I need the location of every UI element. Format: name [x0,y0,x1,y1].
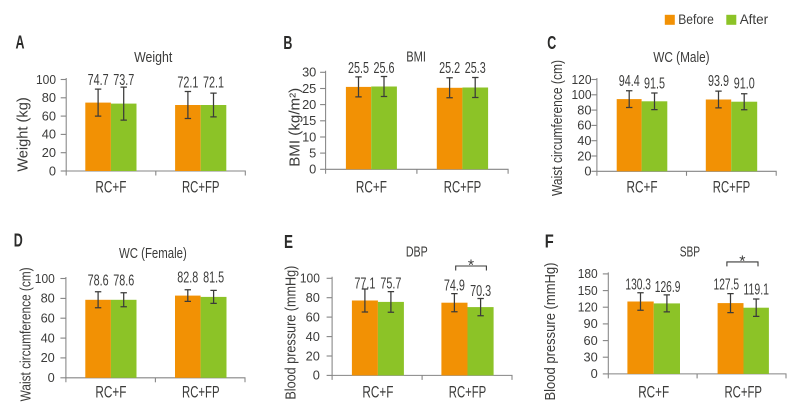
svg-text:25: 25 [302,81,316,96]
svg-text:20: 20 [42,145,56,160]
svg-text:120: 120 [578,300,598,315]
svg-text:20: 20 [306,348,320,363]
svg-text:0: 0 [48,370,55,385]
svg-text:0: 0 [49,163,56,178]
svg-text:40: 40 [41,330,55,345]
svg-text:WC (Male): WC (Male) [653,50,709,66]
svg-text:40: 40 [306,329,320,344]
svg-text:RC+FP: RC+FP [182,179,220,197]
svg-text:BMI (kg/m²): BMI (kg/m²) [288,88,304,167]
svg-text:74.7: 74.7 [88,72,109,89]
svg-text:Blood pressure (mmHg): Blood pressure (mmHg) [284,266,300,400]
svg-text:5: 5 [309,145,316,160]
svg-text:180: 180 [578,266,598,281]
svg-text:0: 0 [313,368,320,383]
svg-text:*: * [468,258,474,275]
svg-text:BMI: BMI [406,49,426,65]
svg-text:RC+FP: RC+FP [182,383,220,401]
svg-text:74.9: 74.9 [444,278,465,295]
svg-text:25.6: 25.6 [374,60,395,77]
svg-text:73.7: 73.7 [113,72,134,89]
svg-text:20: 20 [41,350,55,365]
svg-text:WC (Female): WC (Female) [119,246,187,262]
svg-text:Before: Before [678,11,714,27]
svg-text:60: 60 [42,108,56,123]
svg-text:RC+FP: RC+FP [444,179,482,197]
svg-text:77.1: 77.1 [354,275,375,292]
svg-text:120: 120 [572,72,592,87]
svg-text:RC+F: RC+F [95,383,126,401]
svg-text:100: 100 [35,271,55,286]
svg-text:Blood pressure (mmHg): Blood pressure (mmHg) [543,263,559,401]
svg-text:80: 80 [577,102,591,117]
svg-text:60: 60 [41,311,55,326]
svg-text:25.5: 25.5 [348,60,369,77]
svg-text:Weight: Weight [134,50,172,66]
svg-text:*: * [739,253,745,270]
svg-text:RC+F: RC+F [638,383,669,401]
svg-text:B: B [283,32,292,53]
svg-text:91.0: 91.0 [734,75,755,92]
svg-text:Waist circumference (cm): Waist circumference (cm) [550,60,566,196]
svg-text:20: 20 [302,97,316,112]
svg-text:100: 100 [300,271,320,286]
svg-text:A: A [16,31,25,52]
svg-text:C: C [547,32,556,53]
svg-text:60: 60 [306,309,320,324]
svg-text:F: F [545,231,554,252]
svg-text:RC+FP: RC+FP [449,383,487,401]
svg-text:20: 20 [577,148,591,163]
svg-text:SBP: SBP [680,245,700,261]
svg-text:25.2: 25.2 [439,60,460,77]
svg-text:10: 10 [302,129,316,144]
svg-text:82.8: 82.8 [177,269,198,286]
svg-text:130.3: 130.3 [625,277,651,294]
svg-text:80: 80 [42,90,56,105]
svg-text:60: 60 [583,333,597,348]
svg-text:126.9: 126.9 [655,279,681,296]
svg-text:150: 150 [578,283,598,298]
svg-text:78.6: 78.6 [113,273,134,290]
svg-text:75.7: 75.7 [380,275,401,292]
svg-text:0: 0 [584,164,591,179]
svg-text:RC+F: RC+F [362,383,393,401]
svg-text:RC+F: RC+F [627,179,658,197]
svg-text:15: 15 [302,113,316,128]
svg-text:100: 100 [572,87,592,102]
svg-text:Weight (kg): Weight (kg) [16,97,32,172]
svg-text:30: 30 [583,350,597,365]
svg-text:0: 0 [309,162,316,177]
svg-text:72.1: 72.1 [203,75,224,92]
svg-text:After: After [740,11,769,27]
svg-text:0: 0 [591,366,598,381]
svg-text:Waist circumference (cm): Waist circumference (cm) [18,267,34,401]
svg-text:94.4: 94.4 [619,73,640,90]
svg-text:RC+F: RC+F [95,179,126,197]
svg-text:100: 100 [36,72,56,87]
svg-text:70.3: 70.3 [470,283,491,300]
svg-text:25.3: 25.3 [465,60,486,77]
svg-text:40: 40 [577,133,591,148]
svg-text:D: D [14,230,23,251]
svg-text:RC+F: RC+F [356,179,387,197]
svg-text:80: 80 [306,290,320,305]
svg-text:RC+FP: RC+FP [713,179,751,197]
svg-text:80: 80 [41,291,55,306]
svg-text:127.5: 127.5 [714,277,740,294]
svg-text:E: E [284,231,293,252]
svg-text:90: 90 [583,316,597,331]
svg-text:60: 60 [577,118,591,133]
svg-text:81.5: 81.5 [203,269,224,286]
svg-text:40: 40 [42,127,56,142]
svg-text:91.5: 91.5 [644,76,665,93]
svg-text:119.1: 119.1 [743,282,769,299]
svg-text:DBP: DBP [406,245,428,261]
svg-text:30: 30 [302,65,316,80]
svg-text:78.6: 78.6 [88,273,109,290]
svg-text:93.9: 93.9 [708,73,729,90]
svg-text:72.1: 72.1 [177,75,198,92]
svg-text:RC+FP: RC+FP [724,383,762,401]
